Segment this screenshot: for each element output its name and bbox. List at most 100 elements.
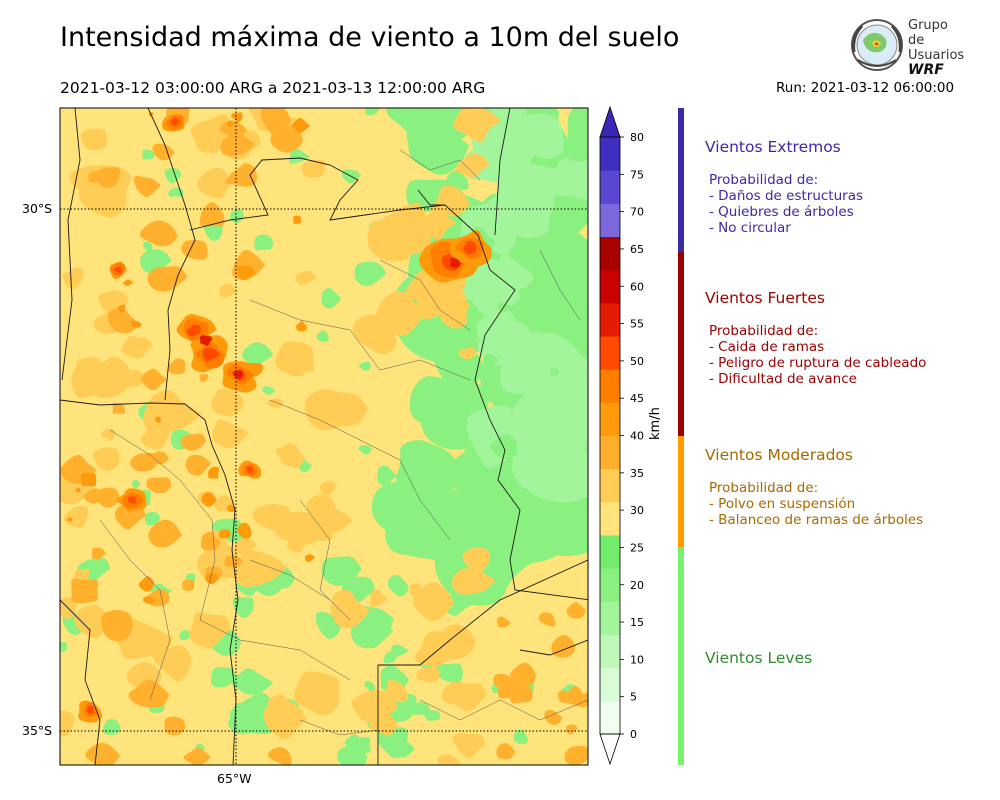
colorbar-tick-label: 20	[630, 579, 644, 592]
wind-contour	[436, 511, 447, 523]
wind-contour	[80, 128, 107, 151]
wind-contour	[294, 671, 340, 716]
wind-contour	[130, 320, 142, 328]
colorbar-tick-label: 65	[630, 243, 644, 256]
wind-contour	[164, 716, 186, 736]
wind-contour	[128, 679, 170, 708]
wind-contour	[88, 171, 104, 183]
wind-contour	[387, 574, 409, 597]
wind-contour	[358, 445, 372, 455]
colorbar-band	[600, 236, 620, 271]
wind-contour	[117, 304, 126, 313]
wind-contour	[186, 324, 201, 337]
wind-contour	[563, 141, 588, 162]
wind-contour	[155, 416, 162, 423]
colorbar-band	[600, 170, 620, 204]
map-title: Intensidad máxima de viento a 10m del su…	[60, 22, 680, 53]
wind-contour	[145, 512, 160, 526]
wind-contour	[212, 419, 249, 449]
wind-contour	[67, 517, 74, 522]
category-description-line: - Caida de ramas	[709, 339, 825, 355]
wind-contour	[139, 220, 178, 247]
logo-line-2: Usuarios	[908, 48, 965, 63]
category-description-line: Probabilidad de:	[709, 323, 819, 339]
wind-contour	[557, 690, 569, 703]
colorbar-band	[600, 601, 620, 635]
wind-contour	[433, 663, 464, 684]
category-description: Probabilidad de: - Caida de ramas - Peligr…	[709, 323, 926, 387]
wind-contour	[554, 156, 588, 202]
colorbar-band	[600, 501, 620, 536]
category-description-line: - Quiebres de árboles	[709, 204, 854, 220]
colorbar-tick-label: 35	[630, 467, 644, 480]
colorbar-tick-label: 55	[630, 318, 644, 331]
wind-contour	[389, 740, 415, 758]
colorbar-band	[600, 302, 620, 337]
wind-contour	[304, 554, 316, 563]
wind-contour	[409, 376, 470, 434]
colorbar-band	[600, 700, 620, 735]
wind-contour	[219, 529, 232, 539]
political-boundaries	[60, 108, 588, 765]
wind-contour	[483, 392, 492, 399]
wind-contour	[185, 454, 211, 476]
model-run-time: Run: 2021-03-12 06:00:00	[776, 80, 955, 96]
wind-contour	[441, 681, 487, 712]
wind-contour	[183, 747, 211, 765]
wind-contour	[200, 531, 221, 551]
wind-contour	[75, 487, 81, 493]
wind-contour	[242, 342, 274, 365]
wind-contour	[74, 605, 112, 639]
colorbar-tick-label: 75	[630, 168, 644, 181]
wind-contour	[449, 257, 461, 268]
wind-contour	[544, 709, 563, 726]
colorbar-band	[600, 402, 620, 436]
wind-contour	[267, 398, 285, 408]
wind-contour	[441, 624, 476, 660]
wind-contour	[142, 596, 155, 604]
category-block: Vientos Extremos Probabilidad de: - Daños …	[705, 138, 863, 236]
wind-contour	[483, 353, 499, 365]
wind-contour	[188, 612, 230, 649]
wind-contour	[365, 108, 380, 116]
wind-contour	[100, 428, 116, 441]
wind-contour	[219, 283, 238, 298]
logo-line-1: Grupo de	[908, 18, 948, 48]
wind-contour	[95, 487, 120, 508]
wind-contour	[321, 287, 342, 309]
wind-contour	[139, 249, 172, 275]
category-description-line: - No circular	[709, 220, 791, 236]
wind-contour	[202, 347, 220, 362]
colorbar-tick-label: 0	[630, 728, 637, 741]
wind-contour	[71, 364, 110, 399]
lat-label-35s: 35°S	[22, 723, 53, 738]
wind-contour	[97, 167, 121, 188]
wind-contour	[263, 700, 307, 740]
category-title: Vientos Moderados	[705, 446, 853, 464]
colorbar-top-extend	[599, 105, 621, 138]
wind-contour	[141, 420, 170, 450]
wind-contour	[538, 612, 556, 627]
wind-contour	[107, 307, 139, 334]
wind-contour	[127, 496, 137, 504]
map-frame	[59, 107, 589, 766]
category-title: Vientos Fuertes	[705, 289, 825, 307]
category-bar	[678, 436, 684, 547]
colorbar-tick-label: 10	[630, 653, 644, 666]
colorbar-band	[600, 435, 620, 470]
wind-contour	[424, 709, 441, 721]
wind-contour	[62, 267, 84, 289]
colorbar-band	[600, 468, 620, 503]
wind-contour	[64, 506, 89, 528]
colorbar-band	[600, 535, 620, 569]
category-description: Probabilidad de: - Polvo en suspensión - B…	[709, 480, 923, 528]
wind-contour	[502, 113, 564, 159]
lon-label-65w: 65°W	[217, 771, 252, 786]
wind-contour	[383, 651, 397, 664]
wind-contour	[452, 733, 485, 759]
colorbar-unit-label: km/h	[648, 407, 663, 440]
wind-contour	[350, 613, 394, 649]
category-description-line: Probabilidad de:	[709, 172, 819, 188]
wind-contour	[142, 149, 155, 160]
